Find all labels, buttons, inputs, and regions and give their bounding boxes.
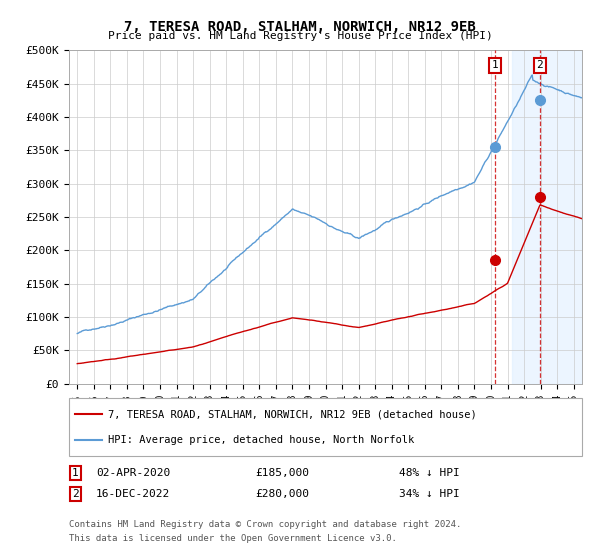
Text: 16-DEC-2022: 16-DEC-2022 (96, 489, 170, 499)
Text: 2: 2 (536, 60, 544, 71)
Text: HPI: Average price, detached house, North Norfolk: HPI: Average price, detached house, Nort… (108, 435, 414, 445)
Text: 7, TERESA ROAD, STALHAM, NORWICH, NR12 9EB (detached house): 7, TERESA ROAD, STALHAM, NORWICH, NR12 9… (108, 409, 477, 419)
Text: This data is licensed under the Open Government Licence v3.0.: This data is licensed under the Open Gov… (69, 534, 397, 543)
Text: £280,000: £280,000 (255, 489, 309, 499)
Text: 34% ↓ HPI: 34% ↓ HPI (399, 489, 460, 499)
Text: 02-APR-2020: 02-APR-2020 (96, 468, 170, 478)
Text: 1: 1 (72, 468, 79, 478)
Text: Contains HM Land Registry data © Crown copyright and database right 2024.: Contains HM Land Registry data © Crown c… (69, 520, 461, 529)
Text: Price paid vs. HM Land Registry's House Price Index (HPI): Price paid vs. HM Land Registry's House … (107, 31, 493, 41)
Text: 2: 2 (72, 489, 79, 499)
Text: 48% ↓ HPI: 48% ↓ HPI (399, 468, 460, 478)
Text: £185,000: £185,000 (255, 468, 309, 478)
Bar (512, 50, 582, 384)
Text: 7, TERESA ROAD, STALHAM, NORWICH, NR12 9EB: 7, TERESA ROAD, STALHAM, NORWICH, NR12 9… (124, 20, 476, 34)
Text: 1: 1 (492, 60, 499, 71)
